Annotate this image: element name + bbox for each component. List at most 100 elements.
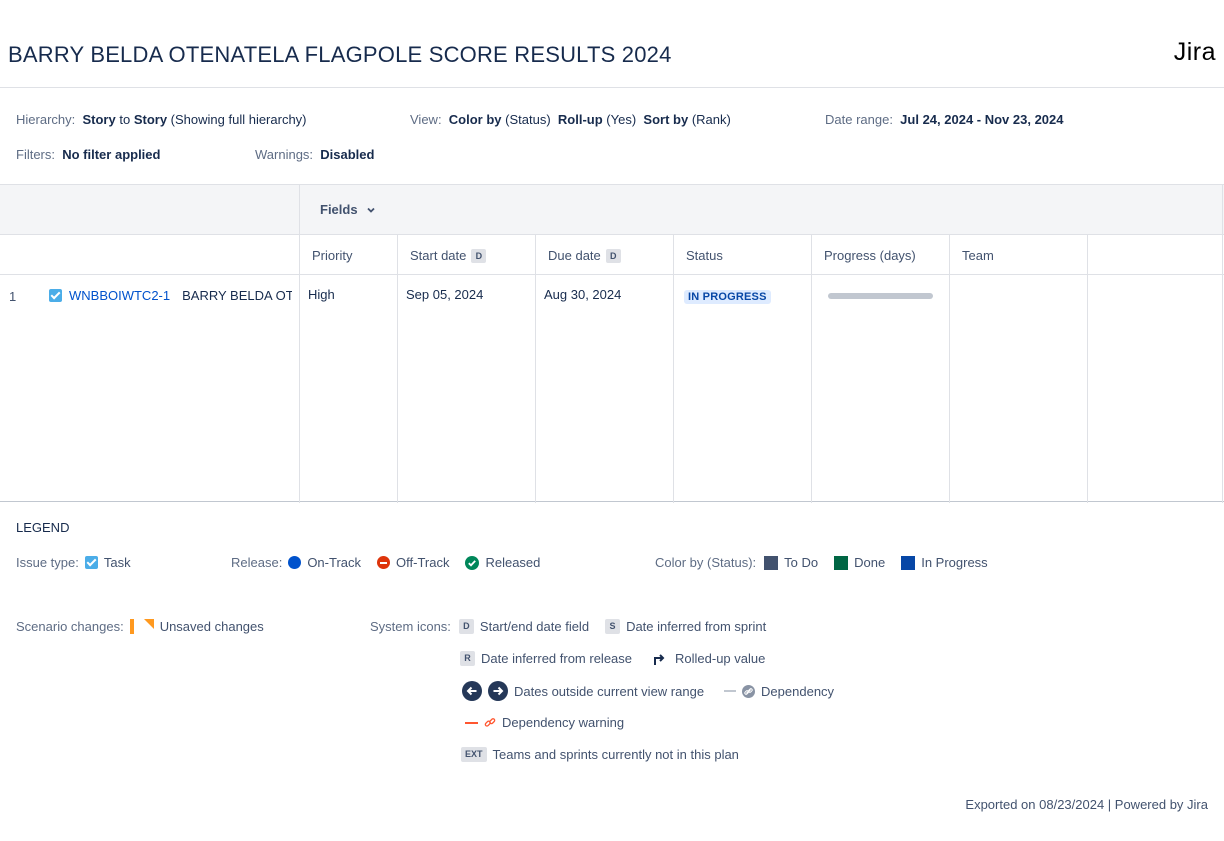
column-header-priority[interactable]: Priority — [312, 248, 352, 263]
column-divider — [1087, 235, 1088, 503]
legend-issue-type: Issue type: Task — [16, 555, 131, 570]
status-cell: IN PROGRESS — [684, 288, 771, 304]
date-range-info: Date range: Jul 24, 2024 - Nov 23, 2024 — [825, 112, 1064, 127]
view-label: View: — [410, 112, 442, 127]
row-number: 1 — [9, 289, 17, 304]
done-label: Done — [854, 555, 886, 570]
date-field-badge: D — [458, 619, 474, 634]
date-field-badge: D — [471, 248, 487, 263]
start-end-label: Start/end date field — [479, 619, 590, 634]
unsaved-label: Unsaved changes — [159, 619, 264, 634]
column-divider — [299, 185, 300, 503]
legend-color-by-status: Color by (Status): To Do Done In Progres… — [655, 555, 988, 570]
date-field-badge: D — [605, 248, 621, 263]
export-footer: Exported on 08/23/2024 | Powered by Jira — [965, 797, 1208, 812]
column-header-progress[interactable]: Progress (days) — [824, 248, 916, 263]
fields-button-label: Fields — [320, 202, 358, 217]
hierarchy-label: Hierarchy: — [16, 112, 76, 127]
hierarchy-to: Story — [133, 112, 168, 127]
system-icons-label: System icons: — [370, 619, 451, 634]
outside-range-label: Dates outside current view range — [514, 683, 705, 699]
release-inferred-label: Date inferred from release — [481, 651, 633, 666]
column-divider — [673, 235, 674, 503]
sprint-badge: S — [605, 619, 621, 634]
issue-key-link[interactable]: WNBBOIWTC2-1 — [69, 288, 171, 303]
released-label: Released — [485, 555, 541, 570]
not-in-plan-label: Teams and sprints currently not in this … — [492, 747, 739, 762]
sprint-inferred-label: Date inferred from sprint — [626, 619, 767, 634]
warnings-value: Disabled — [320, 147, 375, 162]
column-divider — [1222, 185, 1223, 503]
due-date-cell: Aug 30, 2024 — [544, 287, 622, 302]
warnings-label: Warnings: — [255, 147, 314, 162]
priority-cell: High — [308, 287, 335, 302]
legend-scenario: Scenario changes: Unsaved changes — [16, 619, 264, 634]
column-header-label: Progress (days) — [824, 248, 916, 263]
dependency-line-icon — [724, 690, 737, 692]
done-swatch — [834, 555, 849, 570]
fields-bar: Fields — [0, 185, 1224, 235]
on-track-label: On-Track — [307, 555, 362, 570]
dependency-link-icon — [742, 684, 756, 698]
color-by-label: Color by — [448, 112, 502, 127]
hierarchy-info: Hierarchy: Story to Story (Showing full … — [16, 112, 307, 127]
rollup-value: (Yes) — [606, 112, 637, 127]
ext-badge: EXT — [461, 747, 487, 762]
color-by-status-label: Color by (Status): — [655, 555, 757, 570]
column-header-status[interactable]: Status — [686, 248, 723, 263]
column-header-start-date[interactable]: Start date D — [410, 248, 487, 263]
warnings-info: Warnings: Disabled — [255, 147, 374, 162]
arrow-right-icon — [488, 681, 508, 701]
off-track-icon — [377, 556, 391, 569]
sort-by-label: Sort by — [643, 112, 689, 127]
issue-summary: BARRY BELDA OTENATELA FLAGPOLE SCORE RES… — [182, 288, 293, 303]
legend-system-icons: System icons: D Start/end date field S D… — [370, 619, 766, 634]
release-label: Release: — [231, 555, 283, 570]
rollup-label: Roll-up — [557, 112, 603, 127]
dependency-warning-link-icon — [484, 717, 496, 727]
column-header-due-date[interactable]: Due date D — [548, 248, 621, 263]
page-title: BARRY BELDA OTENATELA FLAGPOLE SCORE RES… — [8, 42, 672, 67]
progress-bar — [828, 293, 933, 299]
unsaved-corner-icon — [143, 619, 154, 629]
column-header-team[interactable]: Team — [962, 248, 994, 263]
legend-release: Release: On-Track Off-Track Released — [231, 555, 540, 570]
dependency-warning-label: Dependency warning — [502, 715, 625, 730]
rolled-up-arrow-icon — [654, 653, 665, 665]
column-divider — [397, 235, 398, 503]
legend-outside-range: Dates outside current view range Depende… — [462, 681, 834, 701]
sort-by-value: (Rank) — [691, 112, 731, 127]
column-divider — [811, 235, 812, 503]
column-divider — [949, 235, 950, 503]
plan-table: Fields Priority Start date D Due date D … — [0, 184, 1224, 503]
scenario-label: Scenario changes: — [16, 619, 124, 634]
arrow-left-icon — [462, 681, 482, 701]
legend-dependency-warning: Dependency warning — [465, 715, 624, 730]
task-icon — [49, 289, 62, 302]
todo-label: To Do — [784, 555, 819, 570]
filters-info: Filters: No filter applied — [16, 147, 160, 162]
legend-release-rollup: R Date inferred from release Rolled-up v… — [460, 651, 765, 666]
rolled-up-label: Rolled-up value — [675, 651, 766, 666]
column-header-label: Priority — [312, 248, 353, 263]
column-header-label: Team — [962, 248, 994, 263]
task-label: Task — [103, 555, 131, 570]
todo-swatch — [764, 555, 779, 570]
released-icon — [465, 555, 480, 570]
release-badge: R — [460, 651, 475, 666]
hierarchy-to-word: to — [119, 112, 131, 127]
dependency-label: Dependency — [761, 683, 835, 699]
fields-dropdown-button[interactable]: Fields — [320, 202, 376, 217]
date-range-value: Jul 24, 2024 - Nov 23, 2024 — [900, 112, 1064, 127]
date-range-label: Date range: — [825, 112, 893, 127]
off-track-label: Off-Track — [396, 555, 450, 570]
dependency-warning-line-icon — [465, 721, 478, 724]
filters-value: No filter applied — [62, 147, 161, 162]
status-badge: IN PROGRESS — [684, 290, 771, 304]
chevron-down-icon — [366, 207, 375, 213]
jira-logo: Jira — [1173, 38, 1216, 66]
page-header: BARRY BELDA OTENATELA FLAGPOLE SCORE RES… — [0, 0, 1224, 88]
hierarchy-from: Story — [82, 112, 116, 127]
legend-title: LEGEND — [16, 520, 70, 535]
column-header-label: Status — [686, 248, 723, 263]
